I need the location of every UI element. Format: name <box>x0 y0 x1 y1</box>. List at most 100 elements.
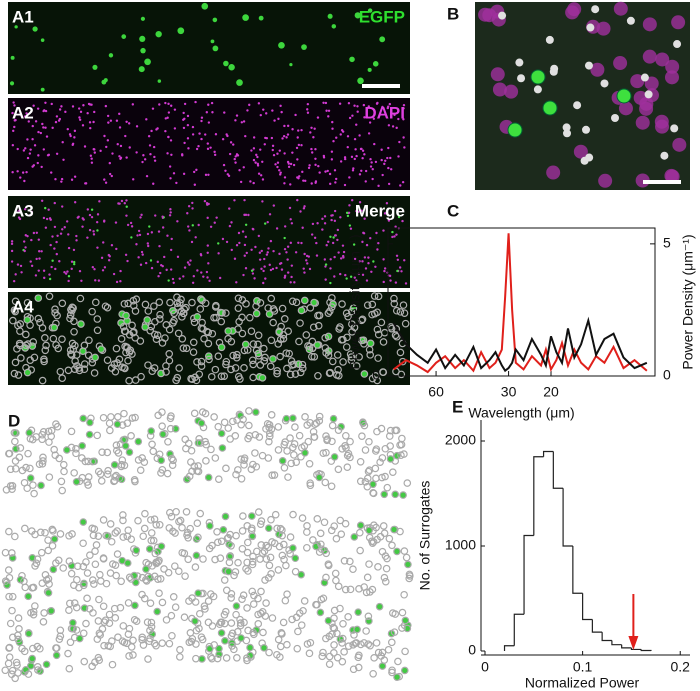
nucleus <box>353 157 356 161</box>
nucleus <box>403 259 406 262</box>
nucleus <box>346 214 350 218</box>
nucleus <box>343 183 347 187</box>
nucleus <box>125 120 128 124</box>
cell-outline <box>363 573 372 582</box>
nucleus <box>342 256 345 259</box>
cell-outline <box>292 298 301 307</box>
nucleus <box>93 151 96 154</box>
cell-outline <box>348 320 356 328</box>
y-axis-label: Power Density (μm⁻¹) <box>347 234 363 369</box>
nucleus <box>306 108 309 111</box>
cell-outline <box>125 573 134 582</box>
nucleus <box>42 269 46 272</box>
nucleus <box>395 254 399 258</box>
nucleus <box>383 212 387 215</box>
nucleus <box>290 275 293 279</box>
nucleus <box>127 122 131 125</box>
nucleus <box>26 156 30 160</box>
nucleus <box>363 256 367 259</box>
nucleus <box>54 267 57 271</box>
cell-outline <box>366 351 374 359</box>
cell-outline <box>289 414 297 422</box>
cell <box>212 45 219 52</box>
centroid <box>644 90 653 99</box>
cell-outline <box>41 571 50 579</box>
nucleus <box>211 111 214 114</box>
cell-outline <box>252 462 261 471</box>
nucleus <box>301 170 304 174</box>
nucleus <box>278 262 282 266</box>
cell-outline <box>105 610 114 619</box>
nucleus <box>55 252 58 256</box>
cell-outline <box>94 617 103 625</box>
nucleus <box>217 252 220 255</box>
cell-outline <box>344 449 353 458</box>
cell-outline <box>325 369 334 378</box>
nucleus <box>361 157 364 160</box>
nucleus <box>20 271 23 274</box>
nucleus <box>207 173 210 177</box>
histogram-bar <box>552 451 564 489</box>
nucleus <box>402 103 406 107</box>
cell-outline <box>247 327 256 336</box>
nucleus <box>73 260 76 264</box>
nucleus <box>234 161 237 164</box>
nucleus <box>182 172 186 176</box>
micrograph <box>8 98 410 190</box>
nucleus <box>141 160 144 164</box>
nucleus <box>73 201 77 204</box>
nucleus <box>226 173 230 176</box>
panel-label: E <box>452 397 463 416</box>
cell-outline <box>282 414 291 423</box>
cell-outline <box>85 604 94 613</box>
cell-outline <box>327 526 336 535</box>
cell-outline <box>169 592 178 601</box>
cell-outline <box>111 529 120 537</box>
cell-outline <box>387 638 396 647</box>
cell-outline <box>281 596 290 605</box>
cell-outline <box>283 640 291 649</box>
nucleus <box>393 113 396 117</box>
cell-outline <box>324 561 333 570</box>
cell-outline <box>322 573 330 582</box>
cell-outline <box>289 510 297 519</box>
nucleus <box>125 199 128 202</box>
cell-outline <box>391 331 400 340</box>
cell-outline <box>201 409 210 418</box>
nucleus <box>36 161 39 165</box>
nucleus <box>283 225 287 228</box>
cell-outline <box>108 637 116 645</box>
nucleus <box>358 201 362 204</box>
centroid <box>611 113 620 122</box>
nucleus <box>119 156 123 159</box>
cell-outline <box>280 314 289 323</box>
nucleus <box>44 109 48 113</box>
cell-outline <box>260 357 269 365</box>
cell-outline <box>171 529 179 537</box>
cell-outline <box>50 445 58 454</box>
cell-outline <box>239 415 247 424</box>
cell-outline <box>377 424 386 433</box>
nucleus <box>23 115 27 118</box>
cell-outline <box>297 570 305 579</box>
cell <box>40 38 45 42</box>
nucleus <box>130 225 134 228</box>
nucleus <box>633 90 648 105</box>
cell-outline <box>33 663 42 671</box>
nucleus <box>375 231 378 235</box>
cell-outline <box>403 479 412 487</box>
nucleus <box>377 184 380 188</box>
nucleus <box>56 234 59 237</box>
x-tick-label: 60 <box>428 384 444 400</box>
cell-outline <box>246 313 254 322</box>
nucleus <box>10 240 14 243</box>
cell-outline <box>401 647 409 656</box>
cell-outline <box>118 363 126 372</box>
cell-outline <box>106 520 115 528</box>
nucleus <box>40 199 44 203</box>
nucleus <box>198 132 201 135</box>
cell-outline <box>112 446 121 455</box>
nucleus <box>115 247 118 251</box>
nucleus <box>259 148 262 151</box>
nucleus <box>395 233 398 236</box>
